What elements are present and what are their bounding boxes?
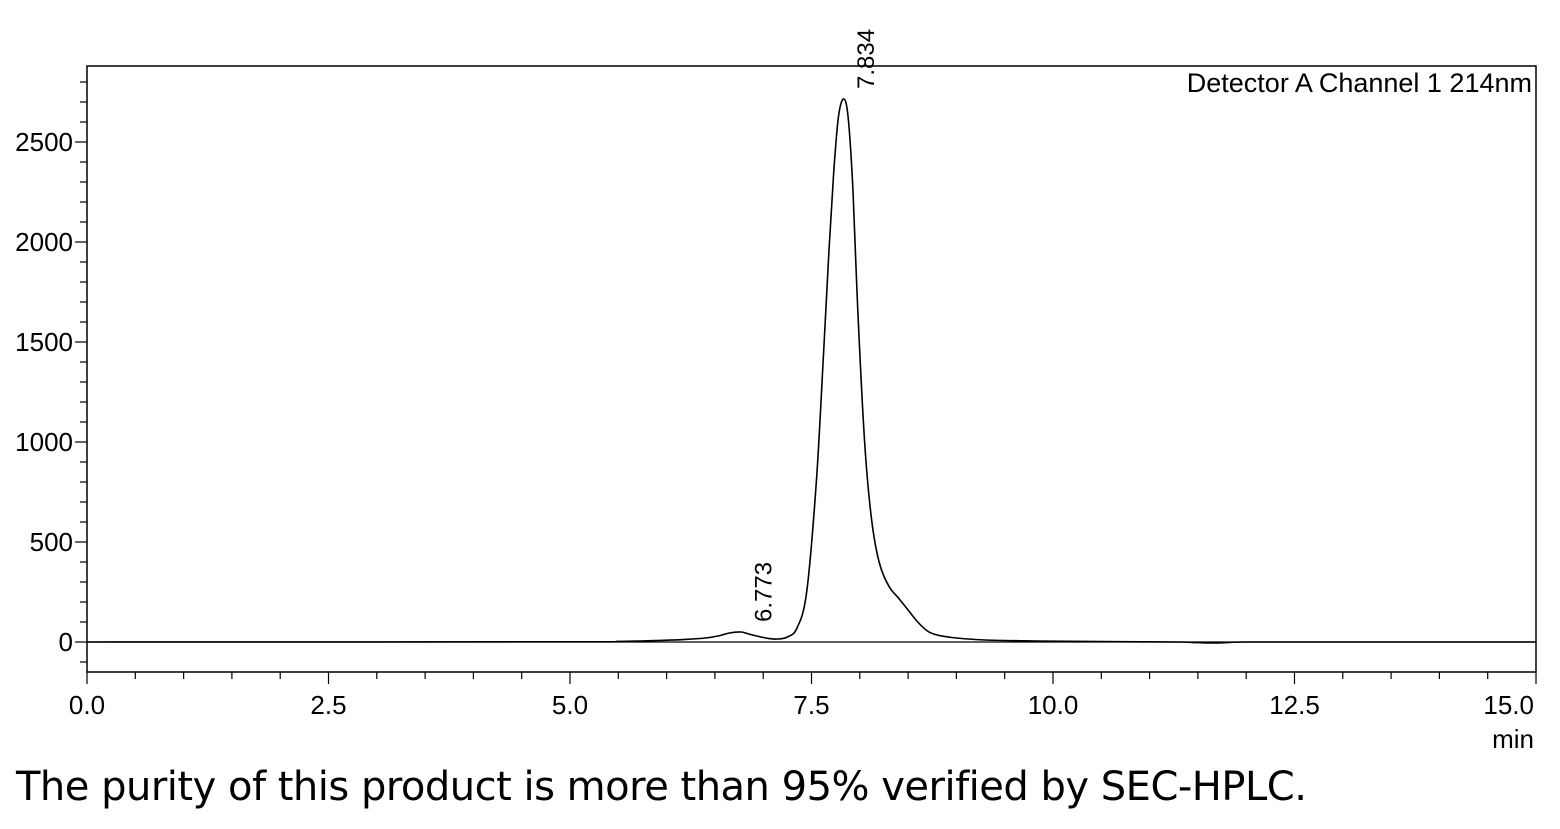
x-axis-unit-label: min xyxy=(1492,724,1534,754)
x-tick-label: 0.0 xyxy=(69,690,105,720)
x-tick-label: 5.0 xyxy=(552,690,588,720)
x-tick-label: 2.5 xyxy=(310,690,346,720)
x-tick-label: 15.0 xyxy=(1483,690,1534,720)
x-tick-label: 7.5 xyxy=(793,690,829,720)
tick-labels: 0.0 2.5 5.0 7.5 10.0 12.5 15.0 0 500 1000 1500 2000… xyxy=(15,127,1534,720)
plot-frame xyxy=(86,65,1537,673)
peak-retention-label: 7.834 xyxy=(853,29,880,89)
peak-labels: 6.773 7.834 xyxy=(750,29,879,622)
y-tick-label: 1500 xyxy=(15,327,73,357)
x-tick-label: 10.0 xyxy=(1028,690,1079,720)
legend-label: Detector A Channel 1 214nm xyxy=(1187,68,1532,98)
caption-text: The purity of this product is more than … xyxy=(16,764,1307,810)
y-tick-label: 500 xyxy=(30,527,73,557)
y-tick-label: 2000 xyxy=(15,227,73,257)
y-tick-label: 0 xyxy=(59,627,73,657)
peak-retention-label: 6.773 xyxy=(750,562,777,622)
chromatogram-chart: 0.0 2.5 5.0 7.5 10.0 12.5 15.0 0 500 1000 1500 2000… xyxy=(15,29,1537,754)
y-tick-label: 1000 xyxy=(15,427,73,457)
y-tick-label: 2500 xyxy=(15,127,73,157)
x-tick-label: 12.5 xyxy=(1269,690,1320,720)
chromatogram-trace xyxy=(86,98,1536,644)
axis-ticks xyxy=(75,81,1537,684)
